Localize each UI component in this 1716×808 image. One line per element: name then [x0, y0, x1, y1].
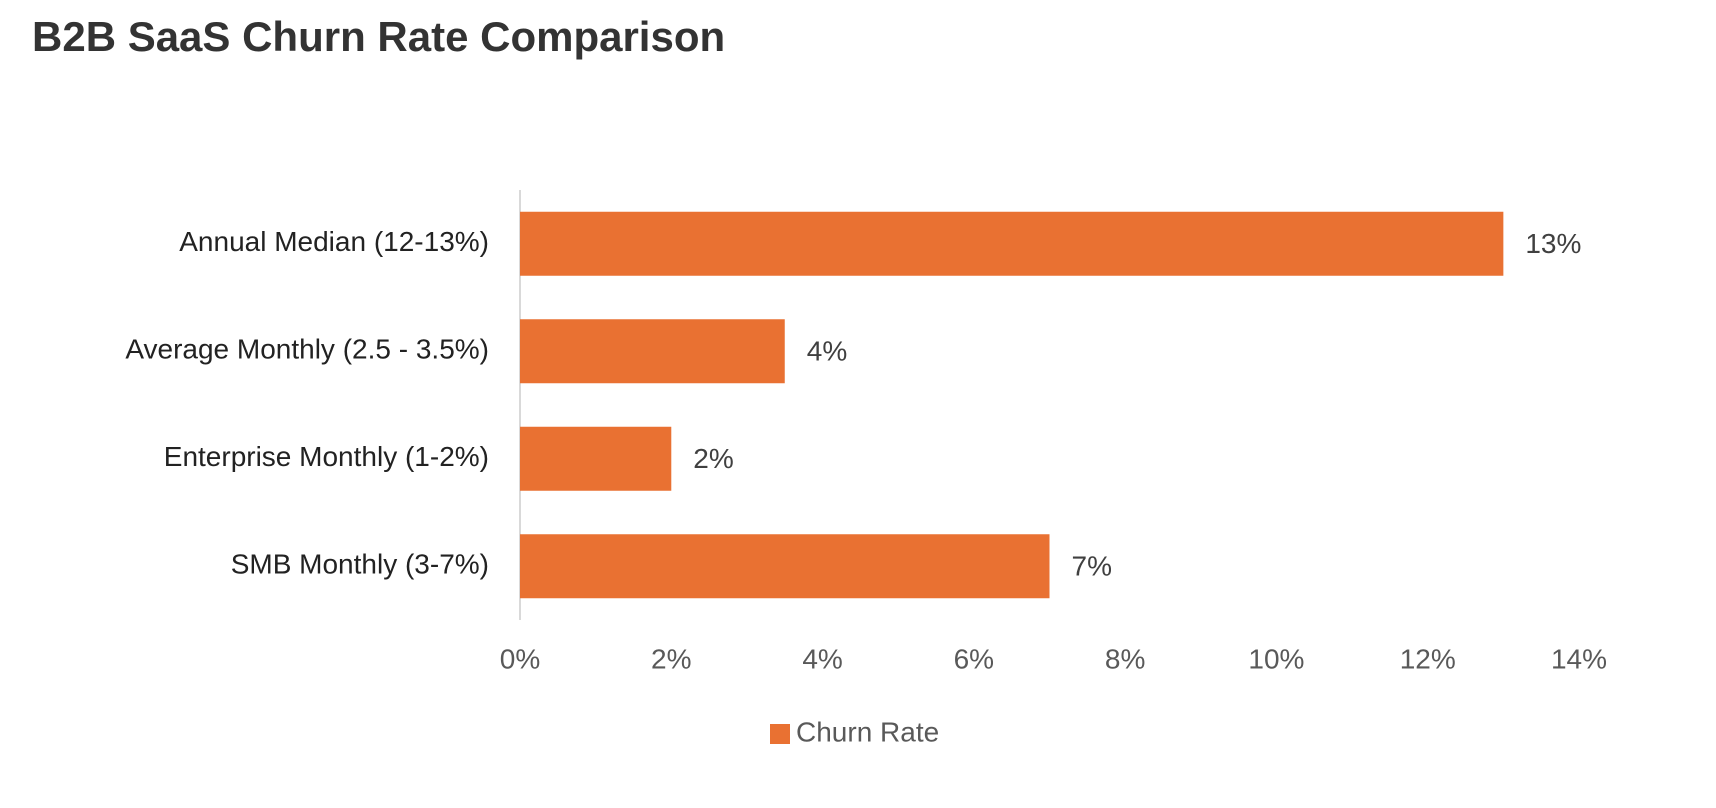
bar — [520, 534, 1050, 599]
x-tick-label: 12% — [1400, 643, 1456, 674]
y-tick-label: Enterprise Monthly (1-2%) — [164, 441, 489, 472]
bar — [520, 426, 672, 491]
x-tick-label: 10% — [1248, 643, 1304, 674]
data-label: 2% — [693, 443, 733, 474]
data-label: 7% — [1072, 551, 1112, 582]
legend-label: Churn Rate — [796, 716, 939, 747]
bar — [520, 211, 1504, 276]
x-tick-label: 8% — [1105, 643, 1145, 674]
data-label: 4% — [807, 336, 847, 367]
x-tick-label: 14% — [1551, 643, 1607, 674]
x-tick-label: 2% — [651, 643, 691, 674]
data-label: 13% — [1525, 228, 1581, 259]
y-tick-label: Average Monthly (2.5 - 3.5%) — [125, 334, 489, 365]
chart-title: B2B SaaS Churn Rate Comparison — [32, 13, 725, 60]
legend-swatch — [770, 724, 790, 744]
y-tick-label: SMB Monthly (3-7%) — [231, 549, 489, 580]
x-tick-label: 0% — [500, 643, 540, 674]
y-tick-label: Annual Median (12-13%) — [179, 226, 489, 257]
x-tick-label: 6% — [954, 643, 994, 674]
x-tick-label: 4% — [802, 643, 842, 674]
bar — [520, 319, 785, 384]
